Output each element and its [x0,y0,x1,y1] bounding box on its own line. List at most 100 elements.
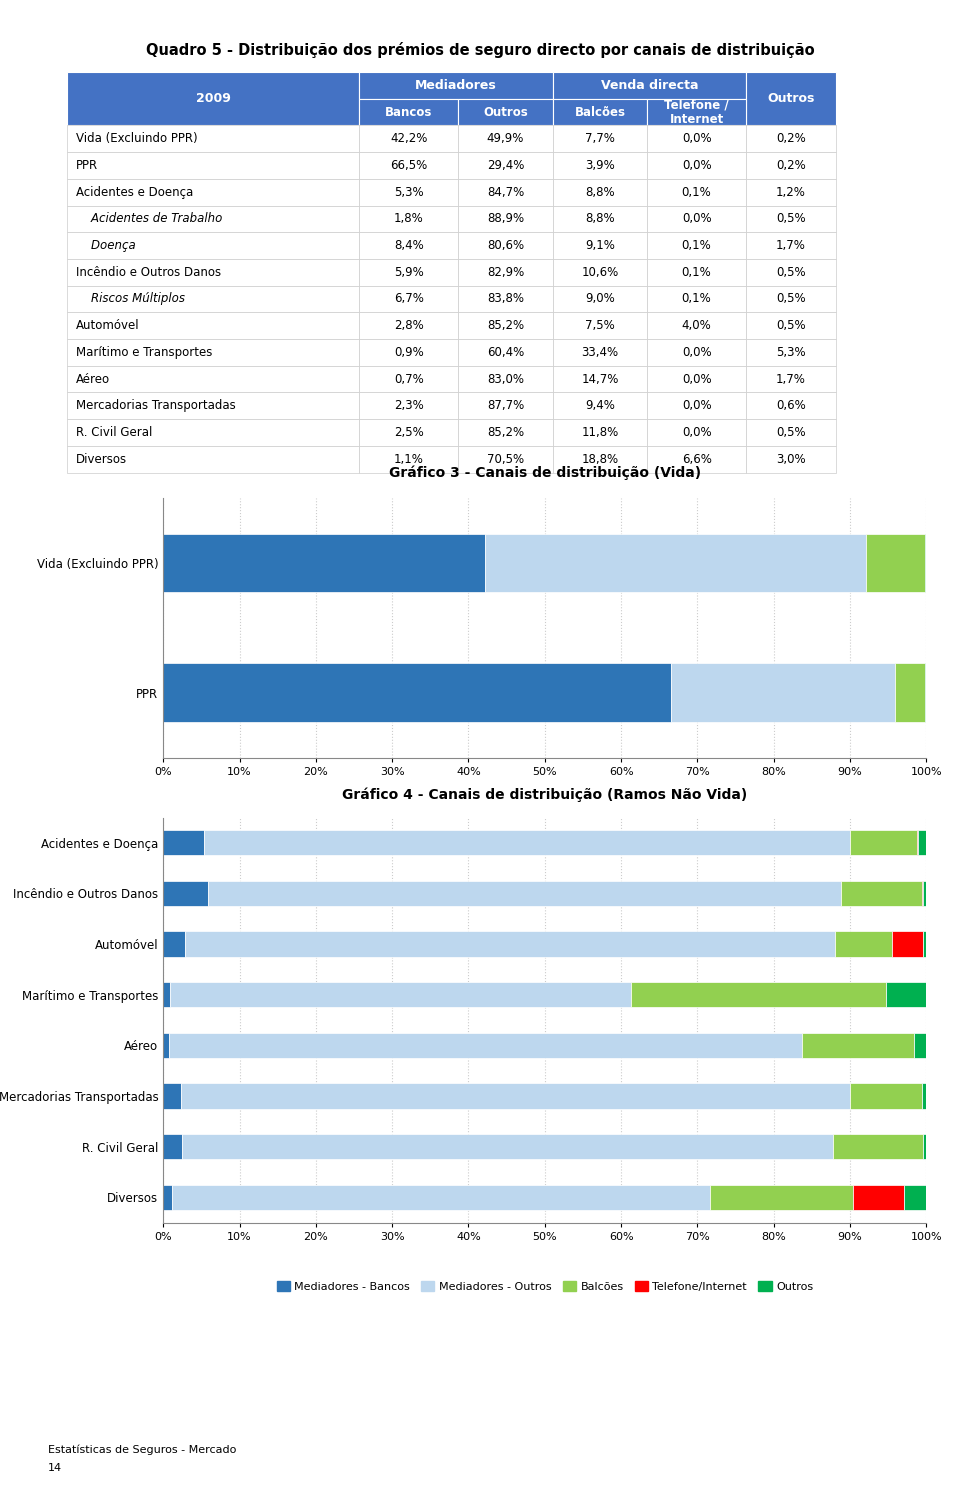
Bar [647,99,746,126]
Text: 1,8%: 1,8% [394,213,423,225]
Text: 29,4%: 29,4% [487,159,524,172]
Text: Diversos: Diversos [76,453,127,465]
Bar [553,366,647,393]
Text: 8,4%: 8,4% [394,238,423,252]
Bar [458,178,553,206]
Bar [67,152,359,178]
Bar [170,982,631,1008]
Bar [163,1134,182,1160]
Text: 0,0%: 0,0% [682,213,711,225]
Text: 83,8%: 83,8% [487,292,524,306]
Text: 0,0%: 0,0% [682,132,711,146]
Bar [923,880,926,906]
Text: 7,5%: 7,5% [585,320,614,332]
Text: 1,7%: 1,7% [776,238,806,252]
Bar [163,880,208,906]
Bar [647,178,746,206]
Text: 8,8%: 8,8% [585,186,614,198]
Text: Outros: Outros [483,105,528,118]
Bar [458,206,553,232]
Text: 3,0%: 3,0% [777,453,805,465]
Text: 9,1%: 9,1% [585,238,614,252]
Text: 33,4%: 33,4% [582,346,618,358]
Text: 6,6%: 6,6% [682,453,711,465]
Bar [163,1083,180,1108]
Text: 5,3%: 5,3% [394,186,423,198]
Bar [359,178,458,206]
Text: R. Civil Geral: R. Civil Geral [76,426,153,439]
Bar [851,830,917,855]
Bar [647,446,746,472]
Bar [458,339,553,366]
Text: Doença: Doença [76,238,135,252]
Bar [458,312,553,339]
Bar [746,178,836,206]
Bar [359,446,458,472]
Bar [918,830,927,855]
Bar [553,260,647,285]
Text: 0,2%: 0,2% [777,132,806,146]
Legend: Mediadores - Bancos, Mediadores - Outros, Balcões, Telefone/Internet, Outros: Mediadores - Bancos, Mediadores - Outros… [272,1276,818,1296]
Bar [163,830,204,855]
Bar [67,178,359,206]
Bar [67,232,359,260]
Text: 1,2%: 1,2% [776,186,806,198]
Bar [647,285,746,312]
Bar [163,1032,169,1058]
Bar [184,932,835,957]
Bar [359,126,458,152]
Text: Automóvel: Automóvel [76,320,139,332]
Text: Marítimo e Transportes: Marítimo e Transportes [76,346,212,358]
Bar [163,932,184,957]
Bar [458,366,553,393]
Bar [835,932,892,957]
Bar [746,72,836,126]
Text: 0,1%: 0,1% [682,238,711,252]
Bar [180,1083,851,1108]
Text: Gráfico 3 - Canais de distribuição (Vida): Gráfico 3 - Canais de distribuição (Vida… [389,465,701,480]
Text: 87,7%: 87,7% [487,399,524,412]
Bar [746,366,836,393]
Bar [746,285,836,312]
Bar [359,232,458,260]
Bar [647,232,746,260]
Text: 2009: 2009 [196,92,230,105]
Bar [359,393,458,418]
Text: 2,5%: 2,5% [394,426,423,439]
Text: Outros: Outros [767,92,815,105]
Bar [67,419,359,446]
Text: 18,8%: 18,8% [582,453,618,465]
Bar [924,663,926,722]
Text: 0,5%: 0,5% [777,320,805,332]
Text: 85,2%: 85,2% [487,320,524,332]
Bar [553,72,746,99]
Text: 1,7%: 1,7% [776,372,806,386]
Text: 0,0%: 0,0% [682,399,711,412]
Bar [553,339,647,366]
Bar [553,393,647,418]
Text: 0,1%: 0,1% [682,266,711,279]
Bar [923,932,926,957]
Text: 0,5%: 0,5% [777,292,805,306]
Bar [67,206,359,232]
Bar [923,1134,926,1160]
Bar [853,1185,903,1210]
Bar [172,1185,709,1210]
Legend: Mediadores - Bancos, Mediadores - Outros, Balcões, Telefone/Internet, Outros: Mediadores - Bancos, Mediadores - Outros… [272,821,818,840]
Bar [914,1032,927,1058]
Text: Riscos Múltiplos: Riscos Múltiplos [76,292,184,306]
Bar [204,830,851,855]
Text: 5,9%: 5,9% [394,266,423,279]
Bar [746,206,836,232]
Bar [359,99,458,126]
Text: 83,0%: 83,0% [487,372,524,386]
Text: 0,7%: 0,7% [394,372,423,386]
Text: Acidentes e Doença: Acidentes e Doença [76,186,193,198]
Bar [922,1083,926,1108]
Bar [647,206,746,232]
Bar [359,260,458,285]
Text: 0,5%: 0,5% [777,213,805,225]
Bar [169,1032,802,1058]
Text: 0,1%: 0,1% [682,186,711,198]
Bar [903,1185,926,1210]
